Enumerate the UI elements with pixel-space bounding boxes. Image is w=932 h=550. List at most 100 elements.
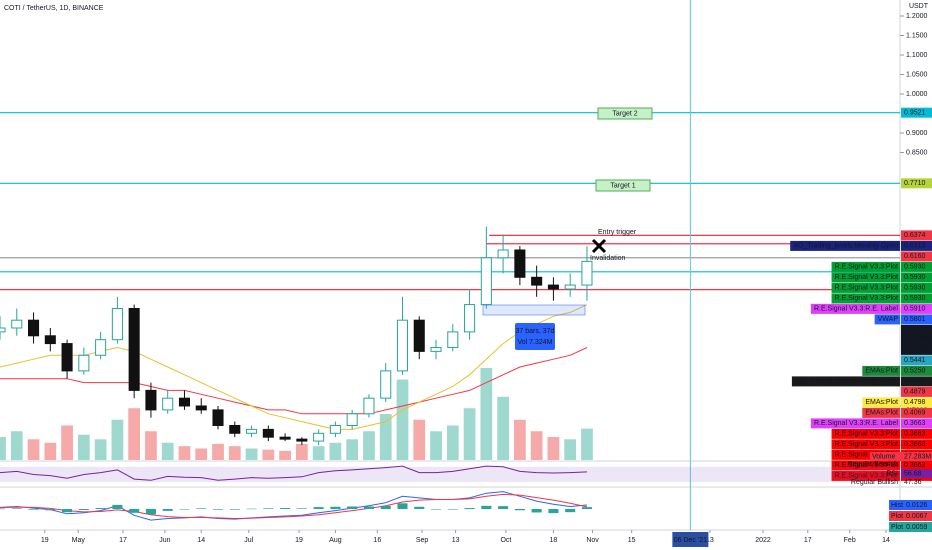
candle-body [262,428,274,438]
price-tag [901,460,932,471]
macd-tag-name: Plot [891,513,903,520]
x-tick-label: Jun [159,537,170,544]
rsi-bullish-value: 47.36 [904,479,922,486]
volume-bar [564,439,577,460]
candle-body [497,249,509,259]
price-tag [901,230,932,241]
countdown: 17:21:05 [904,345,931,352]
price-tag [901,282,932,293]
x-tick-label: 16 [373,537,381,544]
candle-body [531,276,543,286]
indicator-name-bg [831,293,900,304]
macd-tag-name: Hist [891,502,903,509]
x-tick-label: 19 [295,537,303,544]
crosshair-label-bg [672,532,709,547]
macd-hist-bar [112,504,123,509]
x-marker [591,238,607,254]
candle-body [246,428,258,434]
indicator-name-bg [831,272,900,283]
candle-body [447,331,459,348]
indicator-name-bg [831,460,900,471]
macd-tag-value: 0.0067 [906,513,928,520]
macd-hist-bar [531,509,542,513]
macd-hist-bar [145,509,156,515]
macd-tag [889,511,932,521]
macd-hist-bar [363,506,374,509]
x-tick-label: Aug [329,537,342,544]
macd-hist-bar [514,509,525,511]
price-tag-text: 0.5930 [904,285,926,292]
range-label-bg [515,323,555,350]
crosshair-label: 06 Dec '21 [674,537,707,544]
y-tick-label: 0.8500 [906,149,928,156]
price-tag-text: 0.5801 [904,316,926,323]
price-tag-text: 0.3663 [904,441,926,448]
price-tag-text: 0.4798 [904,399,926,406]
rsi-bullish: Regular Bullish [851,479,898,486]
macd-tag [889,522,932,532]
price-tag-text: 0.6160 [904,253,926,260]
volume-bar [530,431,543,460]
range-area [482,304,586,316]
candle-body [162,397,174,411]
indicator-name-bg [810,418,900,429]
volume-bar [228,446,241,460]
candle-body [111,307,123,341]
currency: USDT [909,3,929,10]
annotation-text: Entry trigger [598,229,637,236]
candle-body [28,319,40,337]
x-tick-label: 13 [706,537,714,544]
macd-hist-bar [11,508,22,509]
price-tag-text: 0.3663 [904,420,926,427]
volume-bar [463,408,476,460]
macd-hist-bar [414,506,425,509]
indicator-name: XO_Trading_levels:Monthly Open [793,243,898,250]
y-tick-label: 1.0000 [906,91,928,98]
candle-body [44,335,56,345]
volume-bar [279,450,291,460]
macd-hist-bar [313,507,324,509]
macd-hist-bar [481,505,492,509]
price-tag [901,428,932,439]
macd-hist-bar [565,509,576,513]
x-tick-label: 14 [197,537,205,544]
volume-bar [430,431,442,460]
chart-title: COTI / TetherUS, 1D, BINANCE [4,5,104,12]
candle-body [547,284,559,290]
candle-body [329,424,341,434]
indicator-name: R.E.Signal V3.3:Plot [835,462,898,469]
candle-body [11,319,23,329]
indicator-name: R.E.Signal V3.3:Plot [835,285,898,292]
price-tag-text: 0.4879 [904,389,926,396]
candle-body [363,397,375,415]
price-tag [901,261,932,272]
x-tick-label: Oct [500,537,511,544]
y-tick-label: 1.1500 [906,32,928,39]
price-tag-text: 0.7710 [904,180,926,187]
indicator-name: EMAs:Plot [865,368,898,375]
volume-bar [547,437,560,460]
volume-bar [128,408,141,460]
indicator-name: XO_Trading_levels:Weekly Open [795,378,898,385]
macd-hist-bar [447,509,458,510]
candle-body [313,432,325,442]
macd-hist-bar [380,505,391,509]
candle-body [514,249,526,278]
price-tag-text: 0.5930 [904,264,926,271]
candle-body [564,284,576,290]
volume-bar [111,419,124,460]
macd-hist-bar [498,506,509,509]
volume-bar [94,439,107,460]
macd-line [0,493,588,520]
price-tag-text: 0.5441 [904,357,926,364]
x-tick-label: Jul [244,537,253,544]
price-tag [901,107,932,118]
price-tag [901,314,932,325]
price-tag [901,365,932,376]
macd-hist-bar [330,506,341,509]
rsi-tag [901,469,932,478]
macd-tag-name: Plot [891,524,903,531]
rsi-bearish: Regular Bearish [848,461,898,468]
volume-bar [77,434,90,460]
indicator-name-bg [862,365,900,376]
